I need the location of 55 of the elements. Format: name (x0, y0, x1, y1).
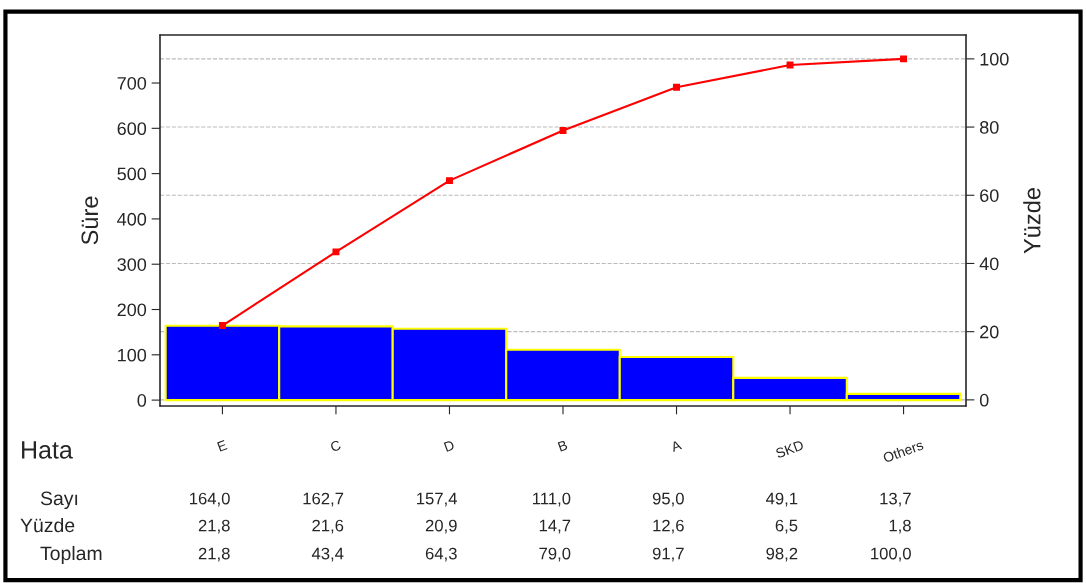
y-tick-label: 200 (117, 303, 147, 317)
y-tick-label: 600 (117, 122, 147, 136)
text: 20,9 (425, 519, 457, 534)
y2-tick-label: 40 (979, 257, 999, 271)
point (218, 322, 226, 329)
data-label: 98,2 (766, 547, 798, 562)
text: Toplam (40, 545, 102, 565)
point (786, 61, 794, 69)
text: 12,6 (653, 519, 684, 534)
y2-tick-label: 60 (980, 189, 999, 202)
point (332, 248, 340, 256)
data-label: 79,0 (539, 547, 571, 562)
y-tick-label: 700 (117, 76, 147, 90)
point (673, 83, 680, 91)
text: 14,7 (539, 519, 571, 534)
text: 21,6 (312, 519, 344, 534)
y-axis-title: Süre (81, 196, 99, 245)
x-tick-label: C (329, 439, 342, 453)
data-label: 21,8 (198, 547, 230, 562)
point (900, 55, 908, 63)
text: Sayı (40, 491, 78, 510)
x-tick-label: A (670, 439, 683, 452)
text: Yüzde (20, 517, 75, 533)
text: 6,5 (775, 519, 798, 534)
data-label: 43,4 (311, 547, 344, 562)
y-tick-label: 500 (117, 167, 147, 181)
x-tick-label: SKD (775, 439, 805, 459)
x-axis-title: Hata (22, 441, 73, 459)
x-tick-label: D (443, 440, 455, 452)
y-tick-label: 400 (117, 212, 147, 226)
y-tick-label: 100 (118, 348, 147, 362)
x-tick-label: B (557, 440, 568, 452)
y2-tick-label: 100 (980, 52, 1009, 66)
point (559, 127, 567, 134)
data-label: 164,0 (190, 492, 230, 507)
data-label: 100,0 (871, 547, 911, 562)
data-label: 162,7 (303, 492, 344, 507)
y-tick-label: 0 (137, 394, 147, 407)
data-label: 157,4 (417, 492, 457, 507)
y2-axis-title: Yüzde (1023, 188, 1041, 254)
x-tick-label: Others (882, 439, 924, 463)
data-label: 64,3 (425, 547, 457, 562)
text: 21,8 (198, 519, 230, 534)
data-label: 91,7 (652, 547, 684, 562)
y2-tick-label: 20 (980, 325, 999, 339)
data-label: 49,1 (765, 492, 798, 507)
y2-tick-label: 80 (979, 121, 999, 134)
data-label: 13,7 (880, 492, 911, 507)
text: 1,8 (889, 519, 911, 534)
y2-tick-label: 0 (979, 393, 989, 407)
data-label: 95,0 (652, 492, 684, 507)
x-tick-label: E (217, 440, 228, 452)
y-tick-label: 300 (117, 258, 147, 271)
data-label: 111,0 (533, 492, 571, 507)
point (446, 177, 453, 185)
